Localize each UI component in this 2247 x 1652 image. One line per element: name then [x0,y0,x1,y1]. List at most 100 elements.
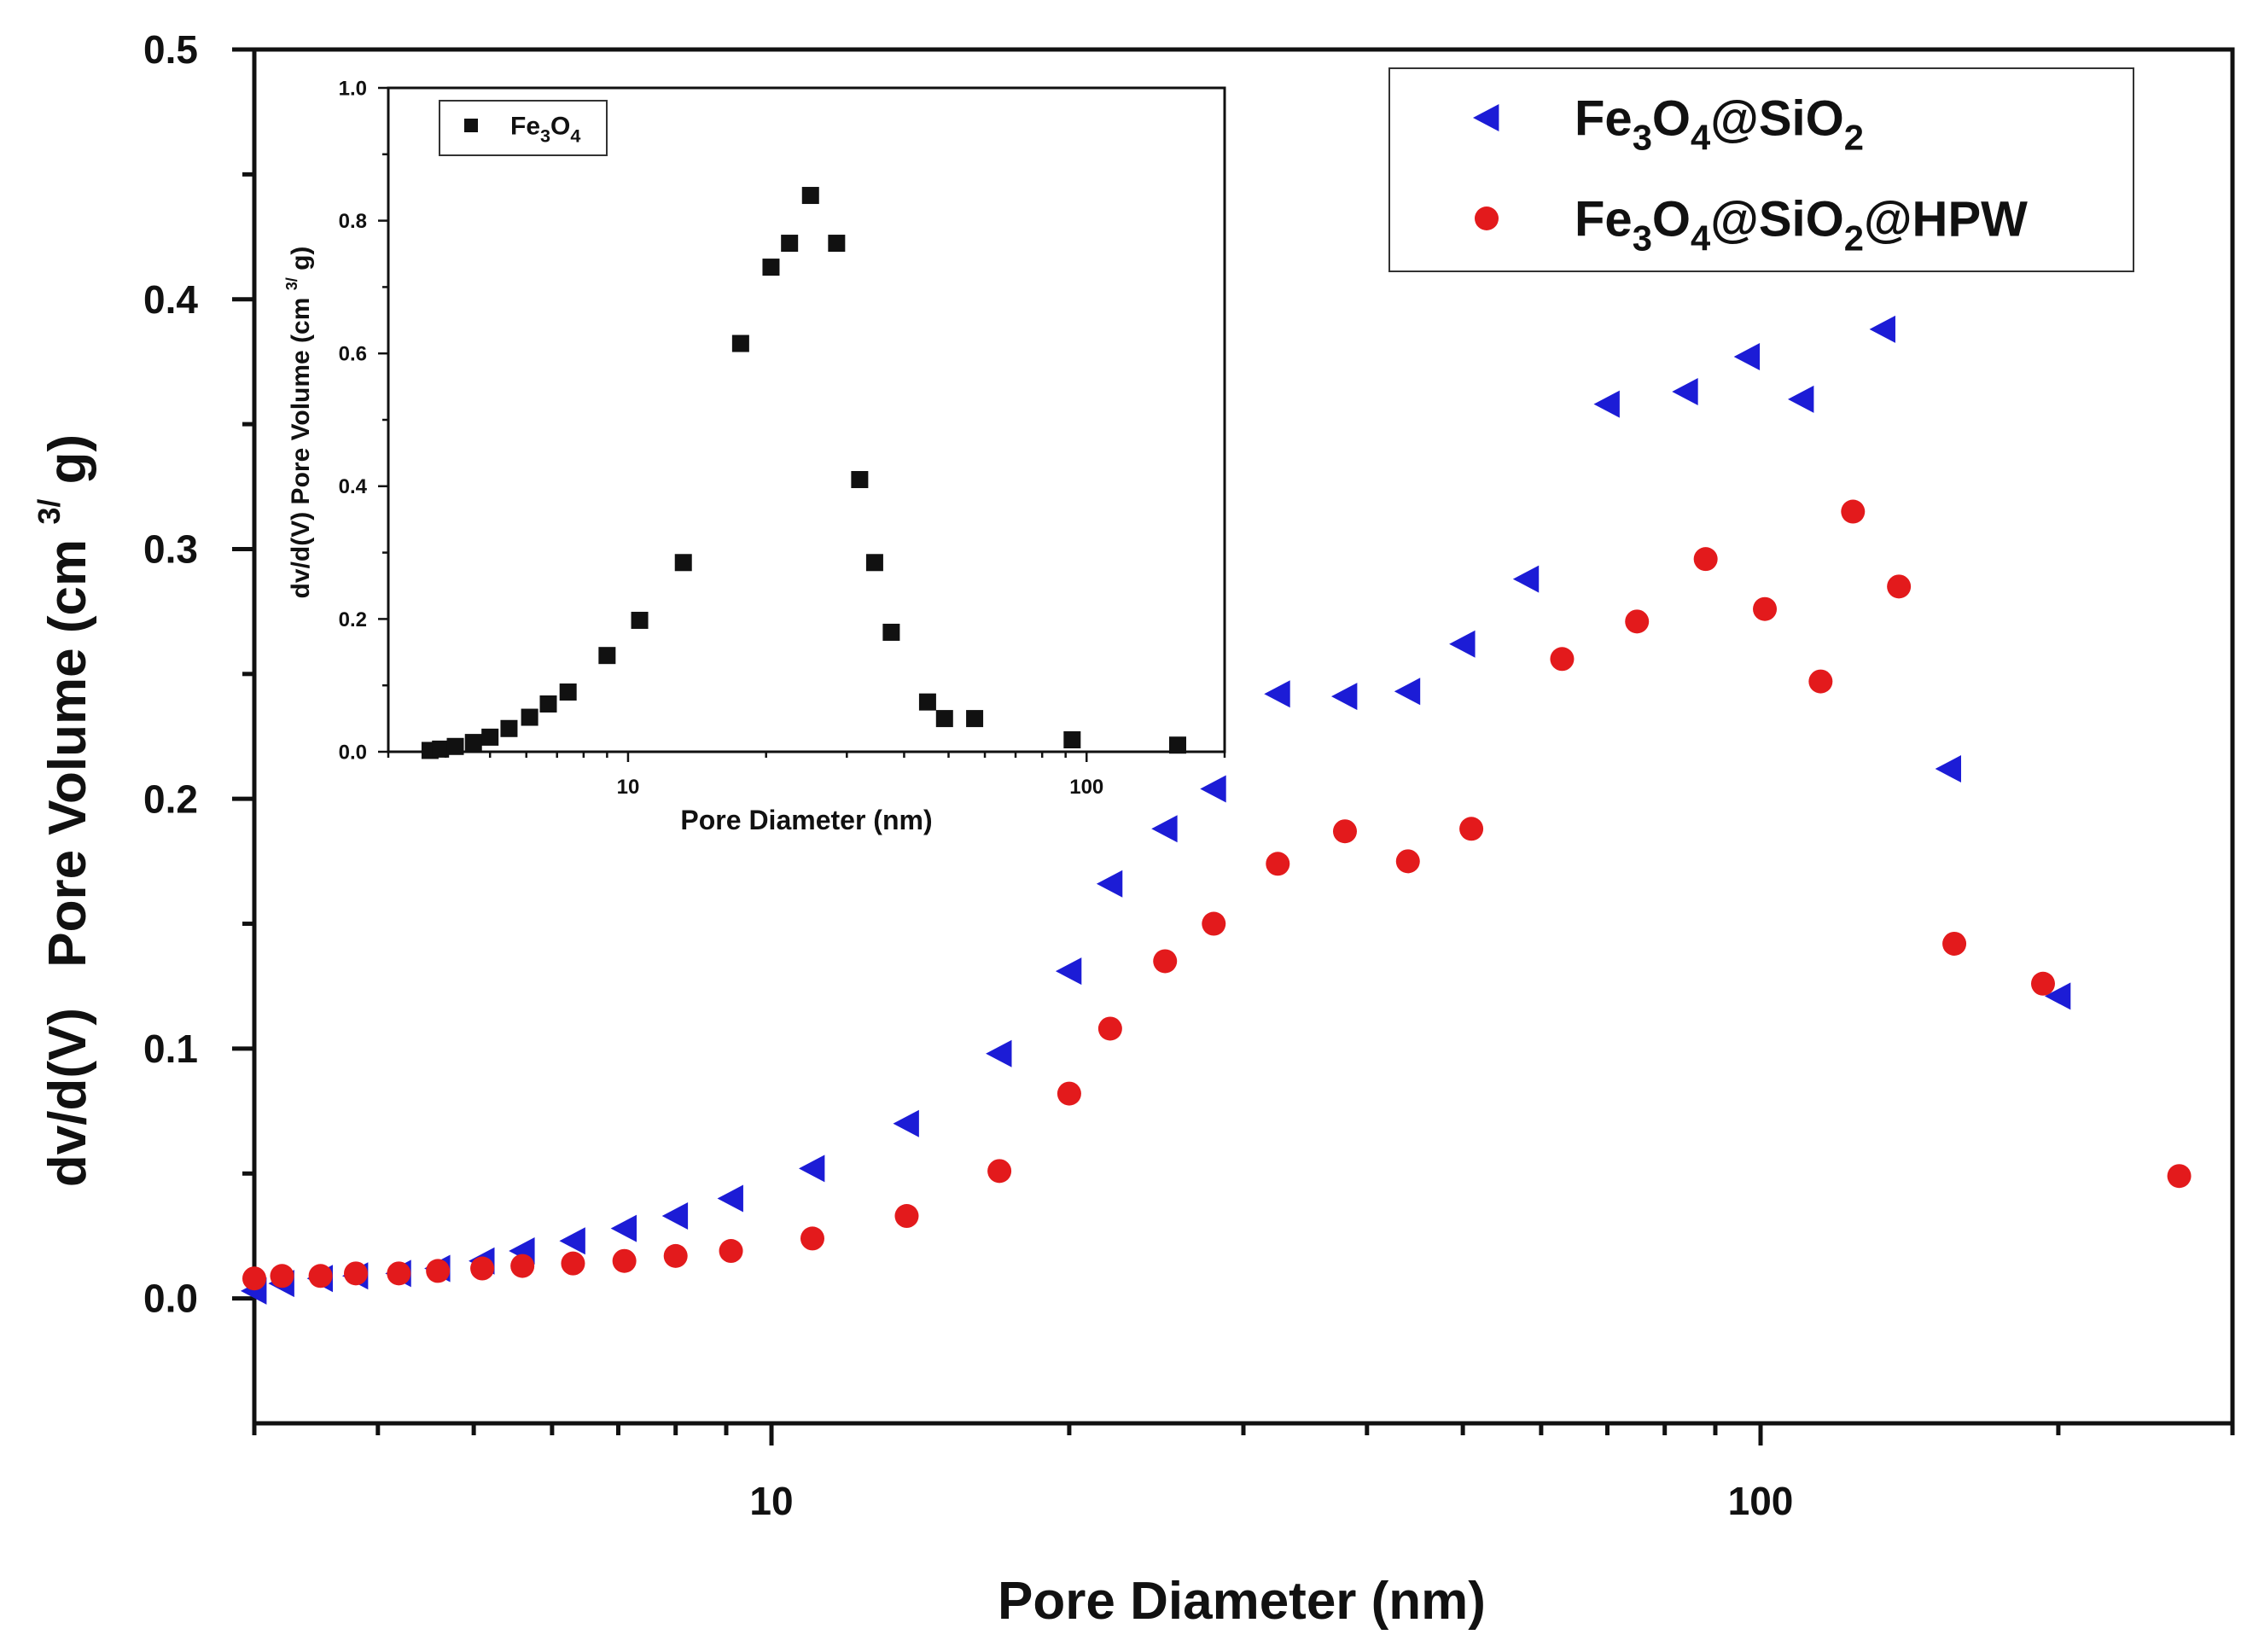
inset-y-axis-title-part-1: dv/d(V) Pore Volume (cm [287,298,315,599]
main-legend-box [1388,67,2134,272]
main-x-tick-label: 100 [1728,1479,1794,1523]
inset-y-tick-label: 0.0 [339,741,367,764]
inset-y-axis-title-part-3: g) [287,247,315,270]
main-series-1-point [1733,343,1761,371]
inset-y-tick-label: 0.2 [339,608,367,631]
inset-y-tick-label: 1.0 [339,77,367,100]
main-series-2-point [1153,949,1178,974]
inset-y-tick-label: 0.8 [339,210,367,233]
inset-series-1-point [631,611,649,629]
main-series-2-point [1550,647,1575,672]
inset-series-1-point [464,734,482,752]
inset-legend-label-1: Fe3O4 [510,113,580,147]
inset-series-1-point [966,710,984,728]
main-series-2-point [270,1264,294,1288]
main-series-2-point [663,1243,688,1268]
inset-legend-marker-1 [464,119,478,132]
inset-x-axis-title: Pore Diameter (nm) [680,805,932,835]
main-series-1-point [1055,957,1082,986]
inset-series-1-point [674,554,692,572]
main-series-1-point [717,1184,743,1213]
main-y-axis: 0.0 0.1 0.2 0.3 0.4 0.5 [143,27,254,1321]
inset-y-axis-title-superscript: 3/ [283,277,300,290]
main-series-2-point [343,1261,368,1286]
main-series-1-point [1200,775,1226,803]
inset-series-1-point [935,710,953,728]
main-series-2-point [1942,931,1967,956]
inset-series-1-point [559,683,577,701]
inset-y-axis: 0.0 0.2 0.4 0.6 0.8 1.0 [339,77,388,764]
main-x-tick-label: 10 [749,1479,793,1523]
main-y-tick-label: 0.0 [143,1277,198,1321]
main-series-2-point [1459,817,1484,841]
main-data-points [241,315,2192,1305]
main-series-1-point [1935,755,1962,783]
inset-series-1-point [828,235,846,253]
main-series-1-point [1330,683,1358,711]
main-series-1-point [2044,982,2071,1010]
main-y-axis-title-superscript: 3/ [32,499,67,525]
main-series-2-point [510,1254,535,1278]
main-y-axis-title: dv/d(V) Pore Volume (cm 3/ g) [13,434,97,1187]
main-legend-marker-1 [1473,104,1499,131]
main-series-2-point [1097,1016,1122,1041]
main-series-2-point [894,1204,919,1229]
main-legend-label-1: Fe3O4@SiO2 [1575,90,1864,157]
main-series-1-point [1672,378,1698,406]
main-series-2-point [1887,574,1912,599]
main-series-1-point [1512,565,1540,593]
main-series-2-point [1693,547,1718,572]
main-y-tick-label: 0.5 [143,27,198,72]
main-series-2-point [2167,1164,2192,1189]
main-legend: Fe3O4@SiO2 Fe3O4@SiO2@HPW [1388,67,2134,272]
main-plot: 0.0 0.1 0.2 0.3 0.4 0.5 10 100 Pore Diameter (… [13,27,2235,1631]
inset-series-1-point [432,740,450,758]
inset-plot: 0.0 0.2 0.4 0.6 0.8 1.0 10 100 Pore Diameter (… [283,77,1226,835]
inset-data-points [421,187,1186,759]
inset-x-axis: 10 100 [387,752,1226,799]
main-series-2-point [1332,819,1357,844]
main-x-axis-title: Pore Diameter (nm) [998,1572,1486,1631]
main-series-2-point [2030,971,2055,996]
main-y-tick-label: 0.1 [143,1027,198,1071]
main-series-2-point [1625,609,1650,634]
main-series-1-point [986,1039,1012,1067]
main-series-2-point [1808,669,1833,694]
main-y-axis-title-part-1: dv/d(V) [38,1008,97,1187]
inset-x-tick-label: 100 [1069,776,1103,799]
main-series-1-point [559,1227,585,1255]
main-series-1-point [798,1155,825,1183]
main-series-1-point [1787,385,1814,413]
main-series-1-point [1394,678,1421,706]
main-series-2-point [987,1159,1012,1184]
inset-series-1-point [1168,736,1186,754]
main-x-axis: 10 100 [252,1423,2235,1523]
inset-y-tick-label: 0.6 [339,343,367,366]
inset-series-1-point [882,623,900,641]
inset-series-1-point [762,259,780,276]
main-series-1-point [1151,815,1178,843]
main-series-1-point [610,1214,637,1242]
inset-series-1-point [446,737,464,755]
inset-x-tick-label: 10 [617,776,640,799]
inset-series-1-point [731,334,749,352]
main-y-axis-title-part-2: Pore Volume (cm [38,539,97,968]
inset-series-1-point [1063,730,1081,748]
main-series-1-point [1869,315,1895,343]
main-y-tick-label: 0.3 [143,527,198,572]
main-series-2-point [470,1256,495,1281]
main-legend-label-2: Fe3O4@SiO2@HPW [1575,191,2028,258]
inset-series-1-point [521,708,538,726]
main-y-tick-label: 0.4 [143,277,198,322]
main-legend-marker-2 [1475,206,1499,230]
inset-series-1-point [500,719,518,737]
inset-series-1-point [801,187,819,205]
inset-series-1-point [539,695,557,713]
inset-series-1-point [481,728,499,746]
main-series-2-point [1202,911,1226,936]
main-series-1-point [1264,680,1290,708]
main-series-2-point [1753,596,1778,621]
inset-y-tick-label: 0.4 [339,475,368,498]
main-series-2-point [612,1248,637,1273]
